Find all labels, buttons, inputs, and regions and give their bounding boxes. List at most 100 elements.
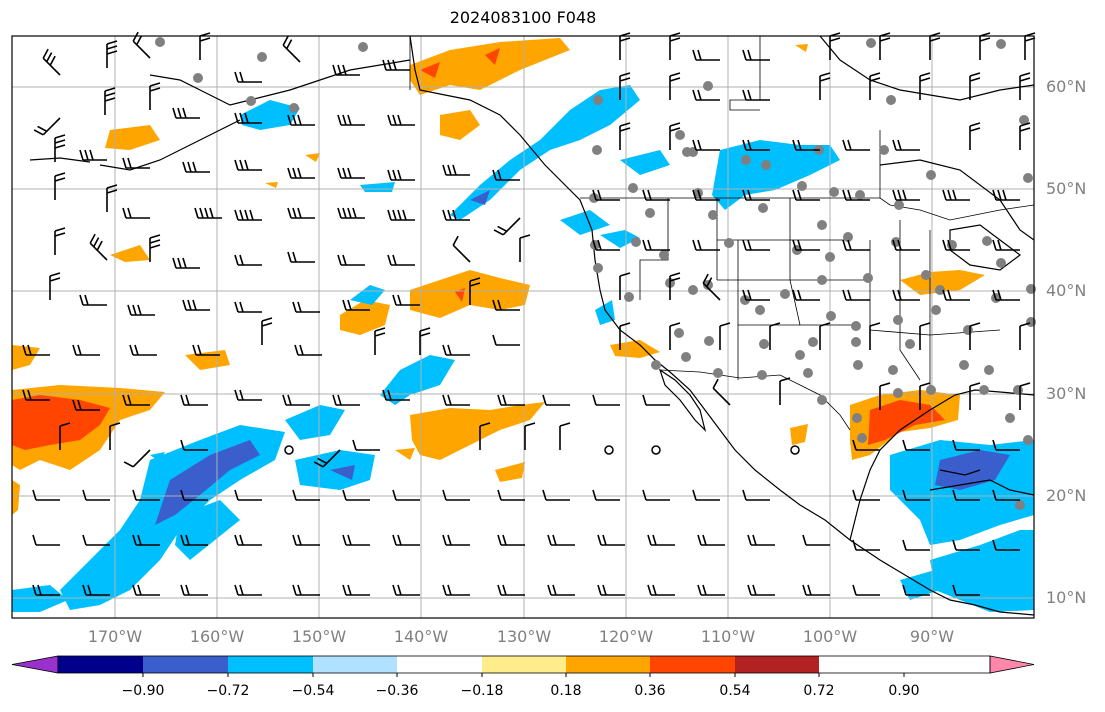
calm-circle — [651, 445, 661, 455]
wind-barb — [919, 322, 931, 350]
wind-barb — [33, 117, 61, 136]
wind-barb — [182, 299, 210, 311]
wind-barb — [919, 382, 931, 410]
station-marker — [593, 263, 603, 273]
station-marker — [803, 368, 813, 378]
station-marker — [817, 220, 827, 230]
station-marker — [893, 315, 903, 325]
wind-barb — [22, 389, 50, 401]
station-marker — [628, 183, 638, 193]
lat-label: 10°N — [1046, 588, 1087, 607]
wind-barb — [992, 239, 1020, 251]
station-marker — [758, 203, 768, 213]
wind-barb — [42, 48, 61, 76]
wind-barb — [969, 322, 981, 350]
colorbar-segment — [313, 656, 397, 673]
wind-barb — [32, 489, 60, 501]
lon-label: 130°W — [496, 627, 552, 646]
wind-barb — [442, 584, 470, 596]
wind-barb — [332, 64, 360, 76]
wind-barb — [497, 489, 525, 501]
wind-barb — [547, 584, 575, 596]
wind-barb — [697, 534, 725, 546]
station-marker — [984, 365, 994, 375]
wind-barb — [919, 72, 931, 100]
colorbar-tick-label: 0.18 — [550, 683, 582, 699]
station-marker — [1023, 435, 1033, 445]
wind-barb — [1019, 382, 1031, 410]
wind-barb — [742, 289, 770, 301]
wind-barb — [712, 378, 731, 406]
wind-barb — [392, 584, 420, 596]
station-marker — [817, 395, 827, 405]
station-marker — [155, 37, 165, 47]
wind-barb — [852, 584, 880, 596]
wind-barb — [54, 134, 66, 162]
wind-barb — [819, 72, 831, 100]
station-marker — [759, 339, 769, 349]
wind-barb — [382, 389, 410, 401]
calm-circle — [284, 445, 294, 455]
wind-barb — [942, 239, 970, 251]
wind-barb — [697, 584, 725, 596]
wind-barb — [442, 489, 470, 501]
station-marker — [688, 285, 698, 295]
wind-barb — [842, 289, 870, 301]
wind-barb — [692, 139, 720, 151]
station-marker — [797, 181, 807, 191]
station-marker — [1019, 115, 1029, 125]
wind-barb — [387, 169, 415, 181]
wind-barb — [869, 72, 881, 100]
station-marker — [843, 232, 853, 242]
wind-barb — [869, 322, 881, 350]
wind-barb — [802, 584, 830, 596]
wind-barb — [952, 584, 980, 596]
wind-barb — [792, 189, 820, 201]
lon-label: 150°W — [291, 627, 347, 646]
wind-barb — [524, 422, 536, 450]
wind-barb — [902, 584, 930, 596]
wind-barb — [902, 489, 930, 501]
wind-barb — [692, 49, 720, 61]
colorbar-segment — [650, 656, 735, 673]
wind-barb — [747, 584, 775, 596]
wind-barb — [692, 89, 720, 101]
wind-barb — [942, 189, 970, 201]
station-marker — [688, 147, 698, 157]
wind-barb — [132, 584, 160, 596]
wind-barb — [89, 233, 108, 261]
wind-barb — [387, 209, 415, 221]
wind-barb — [122, 207, 150, 219]
wind-barb — [180, 439, 208, 451]
station-marker — [931, 305, 941, 315]
wind-barb — [642, 189, 670, 201]
wind-barb — [79, 294, 107, 306]
wind-barb — [282, 394, 310, 406]
wind-barb — [842, 139, 870, 151]
station-marker — [996, 39, 1006, 49]
wind-barb — [647, 534, 675, 546]
wind-barb — [779, 377, 791, 405]
wind-barb — [234, 71, 262, 83]
wind-barb — [719, 322, 731, 350]
wind-barb — [792, 239, 820, 251]
station-marker — [891, 237, 901, 247]
wind-barb — [234, 489, 262, 501]
political-borders — [409, 36, 1035, 431]
colorbar-extend-high — [989, 655, 1035, 674]
wind-barb — [642, 394, 670, 406]
wind-barb — [592, 489, 620, 501]
wind-barb — [122, 394, 150, 406]
wind-barb — [234, 112, 262, 124]
wind-barb — [892, 239, 920, 251]
wind-barb — [742, 89, 770, 101]
wind-barb — [992, 289, 1020, 301]
wind-barb — [342, 584, 370, 596]
wind-barb — [54, 172, 66, 200]
wind-barb — [542, 394, 570, 406]
wind-barb — [747, 534, 775, 546]
wind-barb — [1019, 72, 1031, 100]
station-marker — [982, 236, 992, 246]
station-marker — [851, 321, 861, 331]
station-markers — [155, 37, 1036, 510]
